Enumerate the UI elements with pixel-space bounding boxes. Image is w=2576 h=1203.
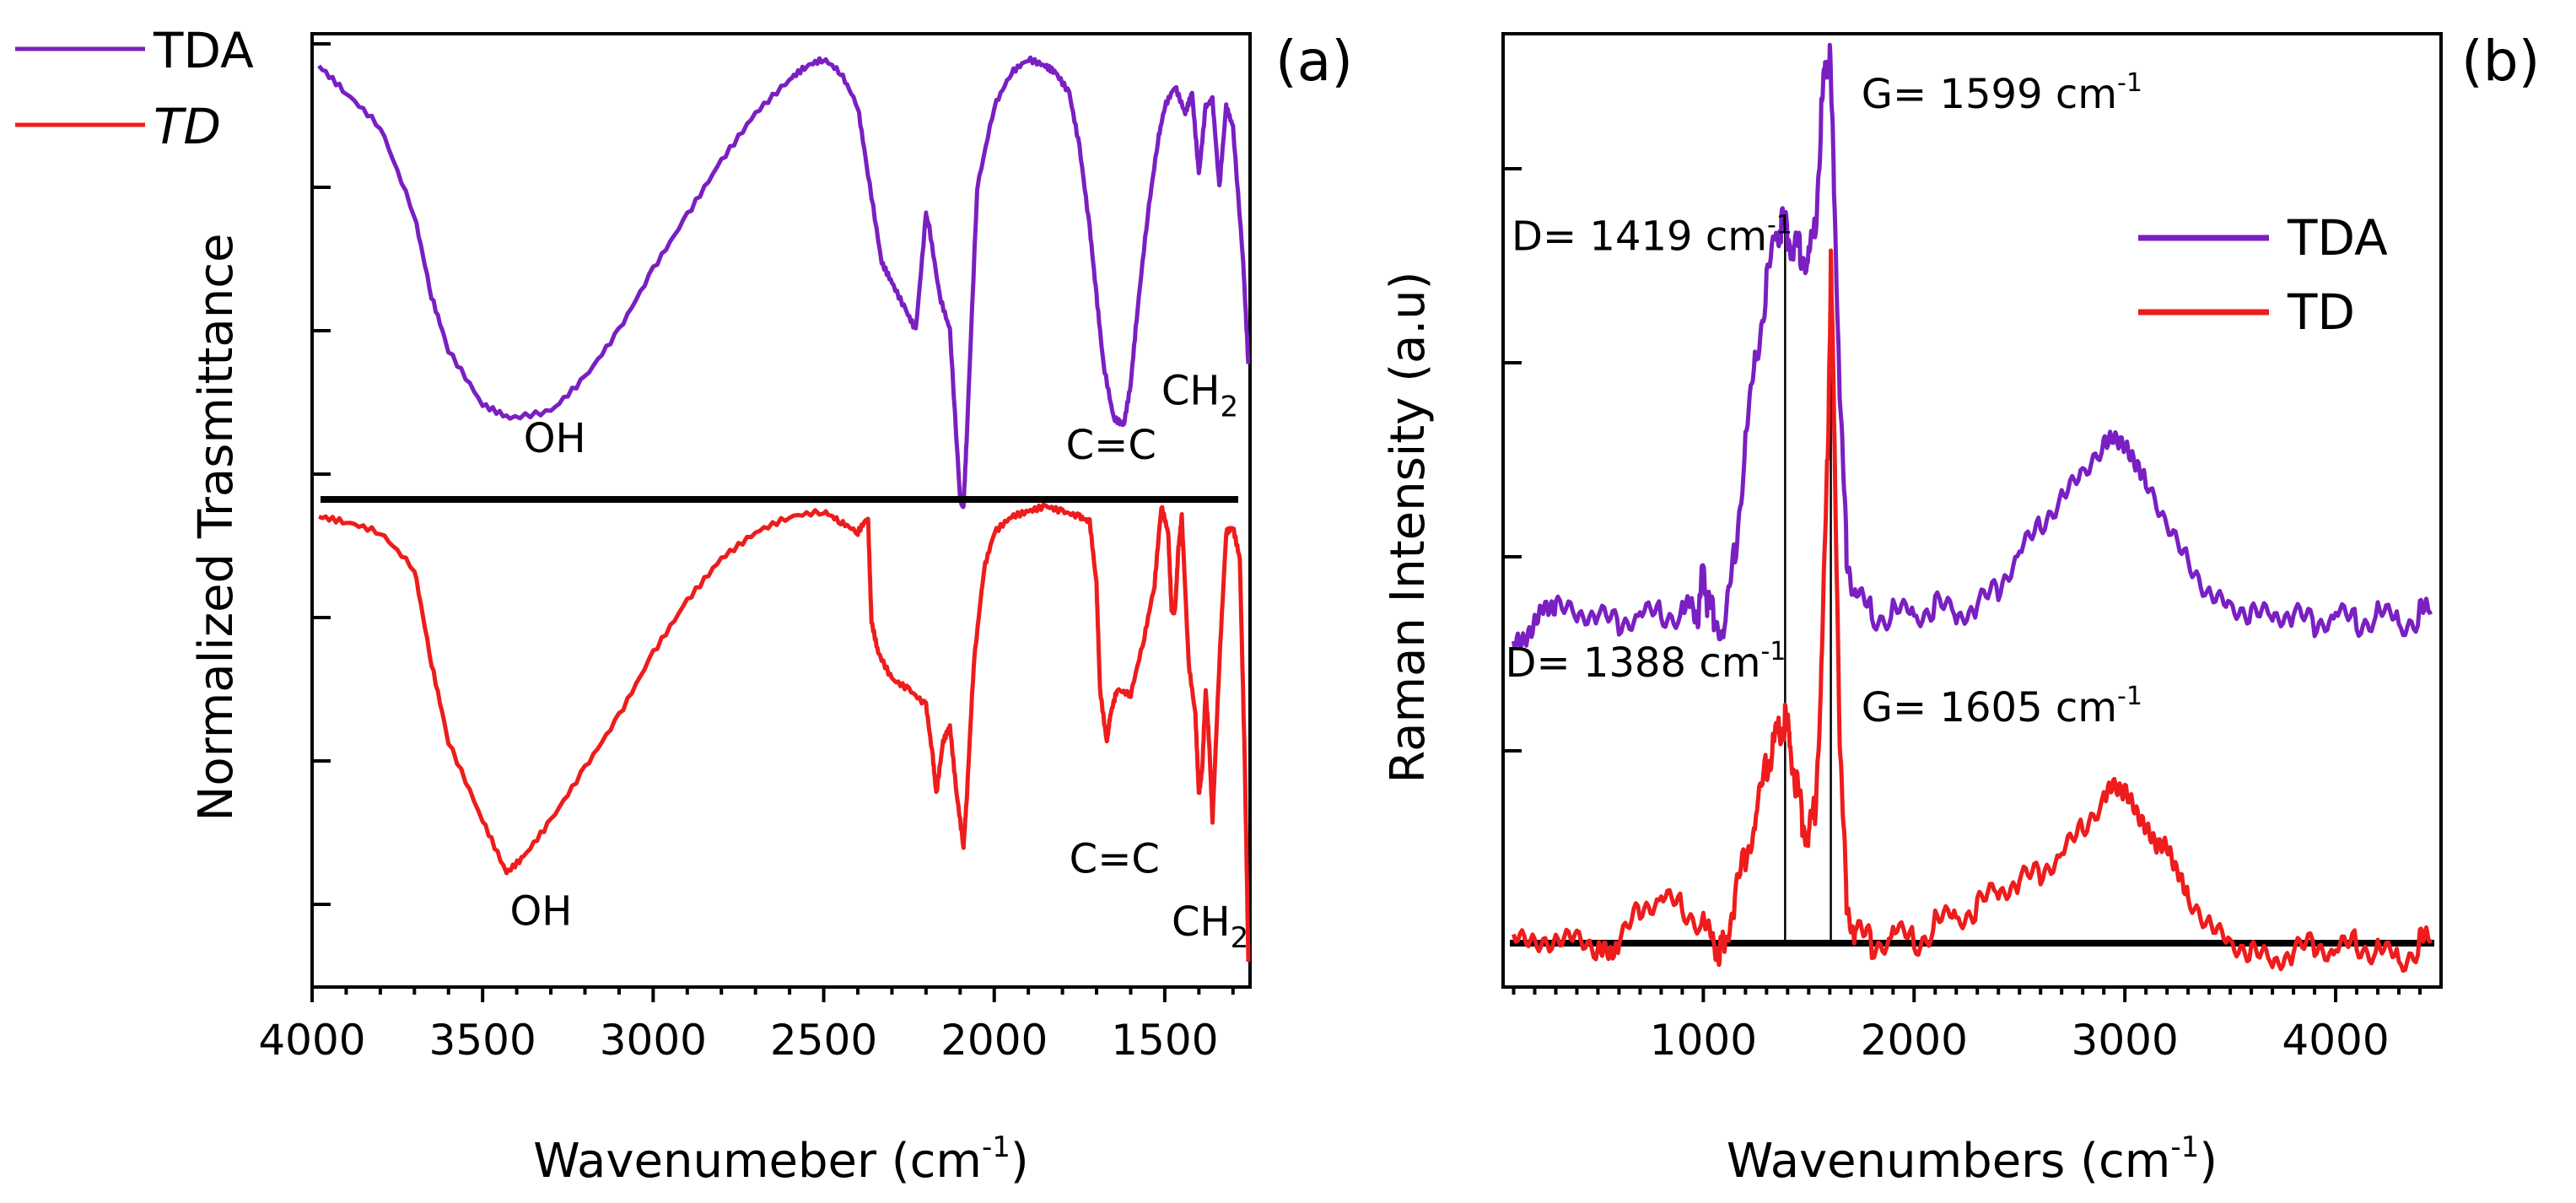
raman-x-tick-label: 2000 [1861,1016,1968,1065]
ftir-x-label-close: ) [1010,1134,1029,1189]
raman-annotation-tda: G= 1599 cm-1 [1862,68,2142,118]
ftir-annotation-td: OH [510,888,573,936]
ftir-series-td [318,502,1251,963]
legend-label-tda: TDA [153,22,254,79]
ftir-annotation-tda: OH [524,415,586,462]
ftir-x-tick-label: 2500 [770,1016,877,1065]
raman-x-label-close: ) [2199,1134,2218,1189]
ftir-panel-label: (a) [1275,29,1353,94]
ftir-annotation-tda: CH2 [1161,368,1238,424]
raman-annotation-tda: D= 1419 cm-1 [1512,211,1792,261]
raman-annotations: D= 1419 cm-1 G= 1599 cm-1 D= 1388 cm-1 G= 1… [1505,68,2142,731]
raman-panel: 1000 2000 3000 4000 D= 1419 cm-1 G= 1599 cm-… [1381,29,2540,1189]
ftir-panel: 4000 3500 3000 2500 2000 1500 OH C=CCH2OHC=CCH… [15,22,1353,1189]
ftir-x-label-sup: -1 [982,1130,1010,1164]
ftir-annotation-tda: C=C [1066,422,1156,469]
raman-legend-label-tda: TDA [2287,209,2388,267]
ftir-x-tick-label: 3500 [429,1016,536,1065]
raman-legend: TDA TD [2138,209,2388,341]
raman-series [1512,42,2433,974]
ftir-annotation-td: C=C [1070,835,1160,882]
raman-ticks: 1000 2000 3000 4000 [1503,167,2422,1065]
raman-x-label-sup: -1 [2170,1130,2199,1164]
raman-series-tda [1512,42,2433,650]
ftir-ticks: 4000 3500 3000 2500 2000 1500 [258,42,1235,1065]
raman-plot-frame [1501,32,2443,989]
ftir-series [317,55,1251,963]
raman-x-tick-label: 1000 [1650,1016,1757,1065]
raman-y-axis-label: Raman Intensity (a.u) [1381,271,1436,783]
ftir-x-tick-label: 2000 [940,1016,1048,1065]
ftir-series-tda [317,55,1251,510]
ftir-legend: TDA TD [15,22,254,155]
ftir-x-label-main: Wavenumeber (cm [533,1134,982,1189]
ftir-x-axis-label: Wavenumeber (cm-1) [533,1130,1028,1189]
raman-series-td [1512,248,2433,974]
raman-annotation-td: G= 1605 cm-1 [1862,682,2142,731]
legend-label-td: TD [154,98,221,155]
ftir-x-tick-label: 3000 [600,1016,707,1065]
raman-annotation-td: D= 1388 cm-1 [1505,637,1786,687]
ftir-y-axis-label: Normalized Trasmittance [189,234,244,822]
raman-panel-label: (b) [2461,29,2540,94]
raman-x-tick-label: 3000 [2072,1016,2179,1065]
ftir-annotation-td: CH2 [1172,898,1248,955]
raman-x-label-main: Wavenumbers (cm [1727,1134,2170,1189]
ftir-x-tick-label: 4000 [258,1016,365,1065]
raman-x-axis-label: Wavenumbers (cm-1) [1727,1130,2218,1189]
raman-x-tick-label: 4000 [2282,1016,2389,1065]
raman-legend-label-td: TD [2287,283,2355,341]
ftir-plot-frame [310,32,1252,989]
ftir-x-tick-label: 1500 [1111,1016,1218,1065]
